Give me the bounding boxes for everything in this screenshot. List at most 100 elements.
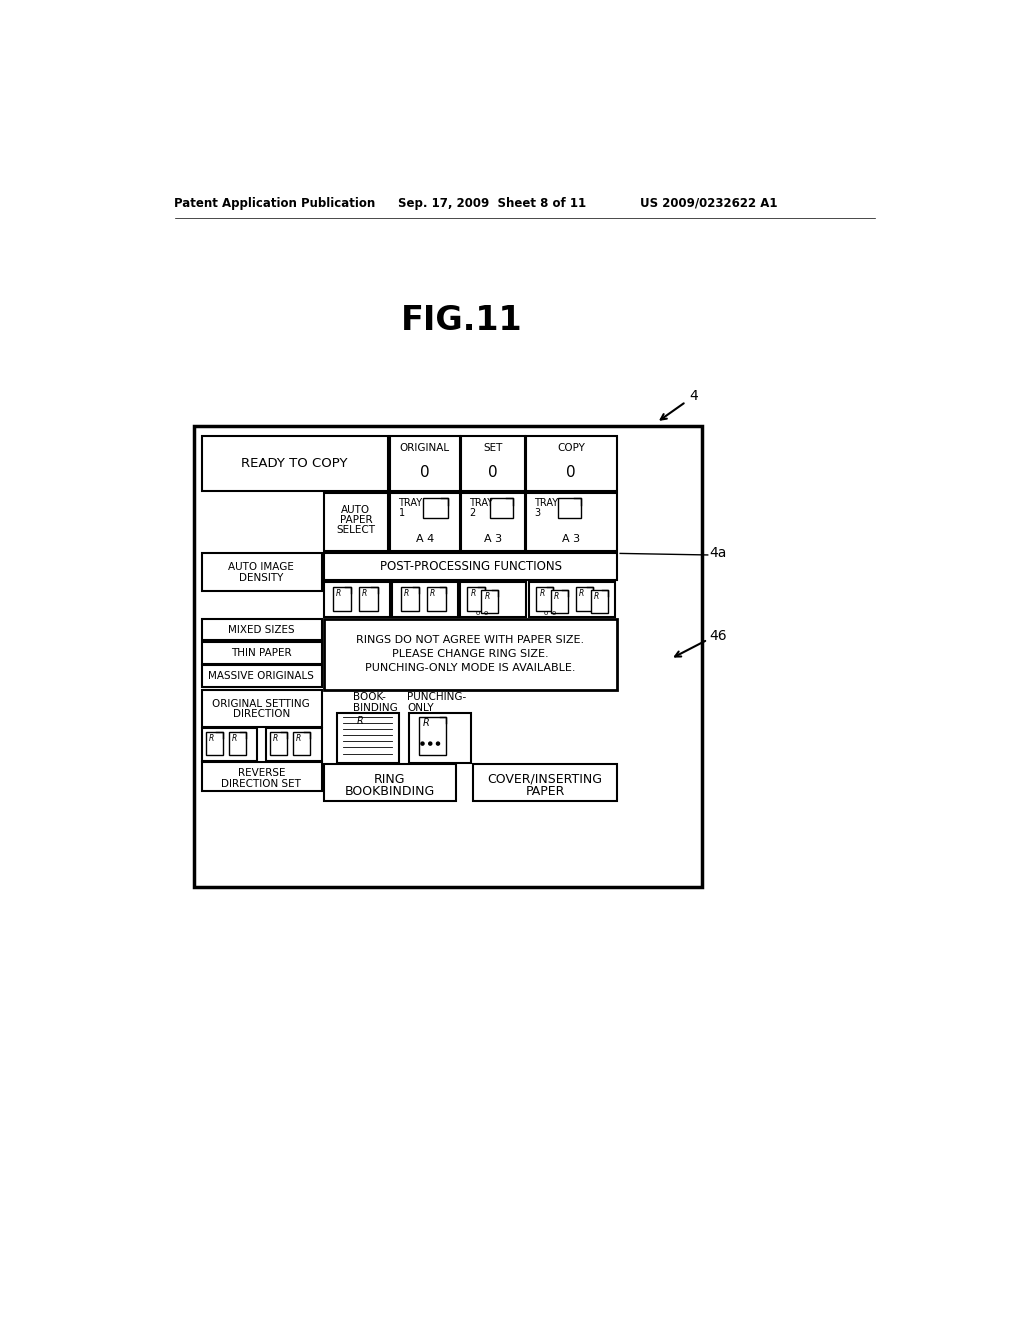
Text: BOOK-: BOOK-	[352, 693, 386, 702]
Text: 2: 2	[469, 508, 475, 517]
Text: AUTO: AUTO	[341, 504, 371, 515]
Bar	[461, 494, 524, 552]
Text: ONLY: ONLY	[407, 704, 433, 713]
Text: A 3: A 3	[562, 533, 581, 544]
Bar	[270, 733, 287, 755]
Bar	[202, 642, 322, 664]
Text: TRAY: TRAY	[469, 499, 494, 508]
Text: R: R	[484, 593, 489, 601]
Text: THIN PAPER: THIN PAPER	[231, 648, 292, 657]
Bar	[202, 762, 322, 792]
Text: PUNCHING-ONLY MODE IS AVAILABLE.: PUNCHING-ONLY MODE IS AVAILABLE.	[366, 663, 575, 673]
Bar	[228, 733, 246, 755]
Circle shape	[421, 742, 424, 744]
Bar	[194, 426, 701, 887]
Bar	[558, 498, 582, 517]
Polygon shape	[203, 562, 212, 582]
Bar	[461, 436, 524, 491]
Bar	[202, 689, 322, 726]
Bar	[202, 553, 322, 591]
Text: o: o	[552, 610, 556, 615]
Text: TRAY: TRAY	[535, 499, 558, 508]
Bar	[206, 733, 222, 755]
Text: US 2009/0232622 A1: US 2009/0232622 A1	[640, 197, 777, 210]
Text: 3: 3	[535, 508, 541, 517]
Text: RING: RING	[374, 772, 406, 785]
Text: R: R	[273, 734, 279, 743]
Text: R: R	[430, 589, 435, 598]
Text: FIG.11: FIG.11	[400, 304, 522, 337]
Text: R: R	[296, 734, 301, 743]
Text: COVER/INSERTING: COVER/INSERTING	[487, 772, 602, 785]
Bar	[575, 586, 593, 611]
Text: REVERSE: REVERSE	[238, 768, 285, 777]
Text: A 4: A 4	[416, 533, 434, 544]
Text: ORIGINAL SETTING: ORIGINAL SETTING	[212, 698, 310, 709]
Text: COPY: COPY	[557, 444, 586, 453]
Bar	[551, 590, 568, 612]
Bar	[202, 665, 322, 686]
Text: 0: 0	[488, 465, 498, 480]
Text: R: R	[540, 589, 545, 598]
Text: 4: 4	[689, 388, 698, 403]
Text: A 3: A 3	[484, 533, 502, 544]
Text: 0: 0	[566, 465, 577, 480]
Bar	[526, 436, 617, 491]
Bar	[400, 586, 420, 611]
Bar	[324, 619, 617, 689]
Bar	[419, 717, 445, 755]
Text: R: R	[231, 734, 238, 743]
Text: MASSIVE ORIGINALS: MASSIVE ORIGINALS	[208, 671, 314, 681]
Bar	[427, 586, 445, 611]
Polygon shape	[311, 562, 321, 582]
Text: AUTO IMAGE: AUTO IMAGE	[228, 561, 294, 572]
Text: DIRECTION SET: DIRECTION SET	[221, 779, 301, 788]
Bar	[467, 586, 484, 611]
Text: SELECT: SELECT	[336, 524, 376, 535]
Circle shape	[429, 742, 432, 744]
Text: PUNCHING-: PUNCHING-	[407, 693, 466, 702]
Text: PLEASE CHANGE RING SIZE.: PLEASE CHANGE RING SIZE.	[392, 649, 549, 659]
Text: R: R	[209, 734, 214, 743]
Bar	[324, 582, 390, 618]
Bar	[337, 713, 399, 763]
Text: o: o	[475, 610, 479, 615]
Bar	[293, 733, 310, 755]
Bar	[324, 553, 617, 581]
Circle shape	[436, 742, 439, 744]
Bar	[324, 494, 388, 552]
Bar	[537, 586, 554, 611]
Text: PAPER: PAPER	[525, 785, 564, 797]
Text: ORIGINAL: ORIGINAL	[399, 444, 450, 453]
Bar	[473, 764, 617, 801]
Bar	[526, 494, 617, 552]
Text: R: R	[471, 589, 476, 598]
Text: 4a: 4a	[710, 546, 727, 561]
Text: Patent Application Publication: Patent Application Publication	[174, 197, 376, 210]
Bar	[461, 582, 526, 618]
Bar	[390, 436, 460, 491]
Text: 0: 0	[420, 465, 430, 480]
Bar	[591, 590, 607, 612]
Text: 46: 46	[710, 628, 727, 643]
Text: POST-PROCESSING FUNCTIONS: POST-PROCESSING FUNCTIONS	[380, 560, 561, 573]
Bar	[333, 586, 351, 611]
Text: 1: 1	[398, 508, 404, 517]
Bar	[202, 619, 322, 640]
Bar	[481, 590, 499, 612]
Text: R: R	[423, 718, 429, 727]
Text: R: R	[579, 589, 585, 598]
Text: R: R	[362, 589, 368, 598]
Text: DIRECTION: DIRECTION	[232, 709, 290, 719]
Bar	[489, 498, 513, 517]
Text: READY TO COPY: READY TO COPY	[242, 457, 348, 470]
Bar	[324, 764, 456, 801]
Bar	[202, 436, 388, 491]
Bar	[528, 582, 615, 618]
Bar	[202, 729, 257, 760]
Text: o: o	[544, 610, 548, 615]
Bar	[409, 713, 471, 763]
Bar	[392, 582, 458, 618]
Text: o: o	[484, 610, 488, 615]
Text: R: R	[554, 593, 559, 601]
